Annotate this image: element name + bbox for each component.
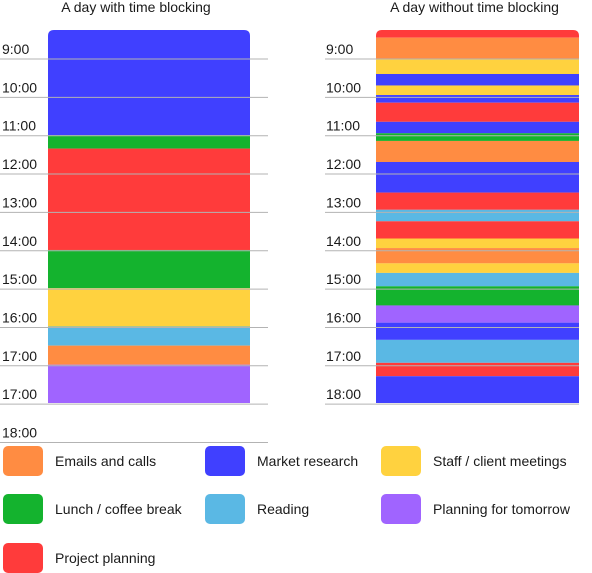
time-label: 11:00	[326, 118, 360, 134]
block-emails	[376, 248, 579, 264]
block-market	[376, 161, 579, 193]
legend-item-project: Project planning	[3, 543, 155, 573]
time-label: 13:00	[2, 194, 37, 210]
legend-item-reading: Reading	[205, 494, 309, 524]
legend-label: Emails and calls	[55, 453, 157, 469]
block-planning	[48, 364, 250, 403]
block-lunch	[376, 286, 579, 306]
timeline-chart-2: A day without time blocking 9:00 10:00 11:0…	[325, 0, 579, 405]
block-market	[48, 30, 250, 136]
legend-label: Staff / client meetings	[433, 453, 567, 469]
chart-title: A day with time blocking	[61, 0, 210, 15]
chart-title: A day without time blocking	[390, 0, 559, 15]
block-staff	[376, 58, 579, 74]
time-label: 16:00	[326, 309, 361, 325]
time-label: 9:00	[326, 41, 353, 57]
time-label: 13:00	[326, 194, 361, 210]
legend-label: Market research	[257, 453, 359, 469]
legend-item-staff: Staff / client meetings	[381, 446, 567, 476]
block-project	[376, 192, 579, 210]
time-label: 17:00	[2, 348, 37, 364]
time-label: 11:00	[2, 118, 36, 134]
block-lunch	[48, 135, 250, 149]
legend-label: Planning for tomorrow	[433, 501, 570, 517]
block-reading	[48, 326, 250, 346]
block-market	[376, 95, 579, 103]
time-label: 12:00	[2, 156, 37, 172]
block-project	[376, 102, 579, 122]
legend-item-lunch: Lunch / coffee break	[3, 494, 182, 524]
legend-item-market: Market research	[205, 446, 358, 476]
block-project	[376, 362, 579, 377]
block-planning	[376, 305, 579, 323]
time-label: 17:00	[2, 386, 37, 402]
block-lunch	[48, 249, 250, 289]
block-staff	[376, 85, 579, 96]
time-label: 16:00	[2, 309, 37, 325]
block-market	[376, 322, 579, 340]
block-emails	[376, 140, 579, 162]
block-project	[376, 221, 579, 239]
time-label: 18:00	[2, 425, 37, 441]
legend-label: Lunch / coffee break	[55, 501, 182, 517]
chart-legend: Emails and calls Market research Staff / c…	[0, 440, 592, 573]
block-market	[376, 73, 579, 86]
legend-swatch	[381, 494, 421, 524]
timeline-chart-1: A day with time blocking 9:00 10:00 11:00 12…	[0, 0, 268, 443]
block-project	[376, 30, 579, 38]
legend-swatch	[3, 494, 43, 524]
legend-item-emails: Emails and calls	[3, 446, 156, 476]
time-label: 12:00	[326, 156, 361, 172]
time-label: 18:00	[326, 386, 361, 402]
block-lunch	[376, 133, 579, 141]
block-staff	[48, 288, 250, 327]
block-staff	[376, 238, 579, 249]
timeline-bar	[376, 30, 579, 403]
time-label: 14:00	[326, 233, 361, 249]
block-project	[48, 148, 250, 250]
timeline-bar	[48, 30, 250, 403]
legend-swatch	[3, 543, 43, 573]
time-label: 15:00	[2, 271, 37, 287]
block-reading	[376, 209, 579, 222]
legend-label: Project planning	[55, 550, 156, 566]
block-market	[376, 376, 579, 403]
time-label: 17:00	[326, 348, 361, 364]
block-reading	[376, 272, 579, 287]
time-label: 9:00	[2, 41, 29, 57]
block-market	[376, 121, 579, 134]
time-label: 15:00	[326, 271, 361, 287]
legend-swatch	[205, 446, 245, 476]
legend-item-planning: Planning for tomorrow	[381, 494, 570, 524]
legend-swatch	[3, 446, 43, 476]
block-staff	[376, 263, 579, 273]
legend-label: Reading	[257, 501, 310, 517]
time-label: 10:00	[2, 79, 37, 95]
block-emails	[48, 345, 250, 365]
time-label: 10:00	[326, 79, 361, 95]
legend-swatch	[205, 494, 245, 524]
time-label: 14:00	[2, 233, 37, 249]
block-reading	[376, 339, 579, 363]
legend-swatch	[381, 446, 421, 476]
block-emails	[376, 37, 579, 59]
